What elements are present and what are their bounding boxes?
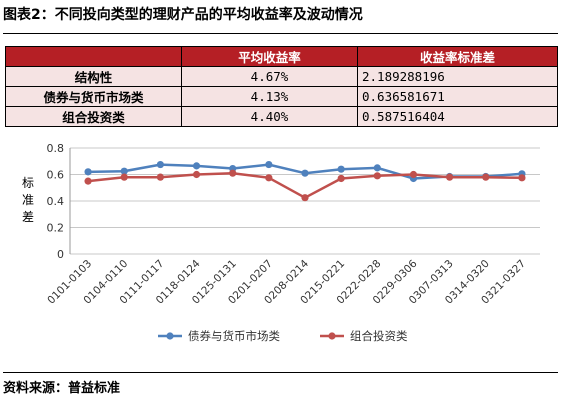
legend-label: 债券与货币市场类 — [188, 329, 280, 343]
data-point — [120, 167, 128, 175]
figure-title: 图表2：不同投向类型的理财产品的平均收益率及波动情况 — [3, 7, 363, 23]
y-tick-label: 0.2 — [47, 222, 65, 235]
table-header-row: 平均收益率 收益率标准差 — [5, 46, 558, 67]
table-row: 组合投资类 4.40% 0.587516404 — [5, 106, 558, 127]
data-point — [192, 170, 201, 179]
y-axis-label: 差 — [22, 210, 34, 224]
avg-return-cell: 4.13% — [181, 86, 358, 107]
source-note: 资料来源：普益标准 — [3, 381, 121, 396]
data-point — [84, 168, 92, 176]
y-tick-label: 0.4 — [47, 195, 65, 208]
title-rule — [3, 33, 558, 34]
line-chart: 00.20.40.60.8标准差0101-01030104-01100111-0… — [22, 142, 540, 343]
data-point — [337, 174, 345, 183]
data-point — [156, 160, 164, 169]
series-line — [87, 171, 522, 199]
data-point — [192, 162, 201, 170]
table-header-avg-return: 平均收益率 — [181, 46, 358, 67]
legend-label: 组合投资类 — [350, 329, 408, 343]
data-point — [482, 173, 490, 181]
data-point — [518, 174, 526, 182]
std-dev-cell: 0.587516404 — [357, 106, 558, 127]
data-point — [409, 170, 418, 179]
row-label: 组合投资类 — [5, 106, 182, 127]
legend-marker — [328, 332, 336, 340]
y-axis-label: 准 — [22, 193, 34, 207]
y-tick-label: 0.6 — [47, 169, 65, 182]
stats-table: 平均收益率 收益率标准差 结构性 4.67% 2.189288196 债券与货币… — [5, 46, 558, 127]
row-label: 结构性 — [5, 66, 182, 87]
data-point — [84, 177, 92, 185]
data-point — [301, 169, 309, 177]
table-header-blank — [5, 46, 182, 67]
data-point — [337, 165, 345, 173]
table-row: 结构性 4.67% 2.189288196 — [5, 66, 558, 87]
data-point — [265, 174, 273, 182]
data-point — [229, 169, 237, 177]
y-tick-label: 0 — [57, 248, 64, 261]
row-label: 债券与货币市场类 — [5, 86, 182, 107]
y-tick-label: 0.8 — [47, 142, 65, 155]
source-rule — [3, 372, 558, 373]
avg-return-cell: 4.40% — [181, 106, 358, 127]
std-dev-cell: 2.189288196 — [357, 66, 558, 87]
std-dev-cell: 0.636581671 — [357, 86, 558, 107]
data-point — [120, 173, 128, 181]
data-point — [373, 164, 381, 172]
table-row: 债券与货币市场类 4.13% 0.636581671 — [5, 86, 558, 107]
data-point — [373, 172, 381, 180]
y-axis-label: 标 — [22, 176, 34, 190]
legend-marker — [166, 332, 174, 340]
data-point — [156, 173, 164, 181]
table-header-std-dev: 收益率标准差 — [357, 46, 558, 67]
data-point — [265, 160, 273, 169]
data-point — [446, 173, 454, 181]
avg-return-cell: 4.67% — [181, 66, 358, 87]
data-point — [301, 194, 309, 202]
